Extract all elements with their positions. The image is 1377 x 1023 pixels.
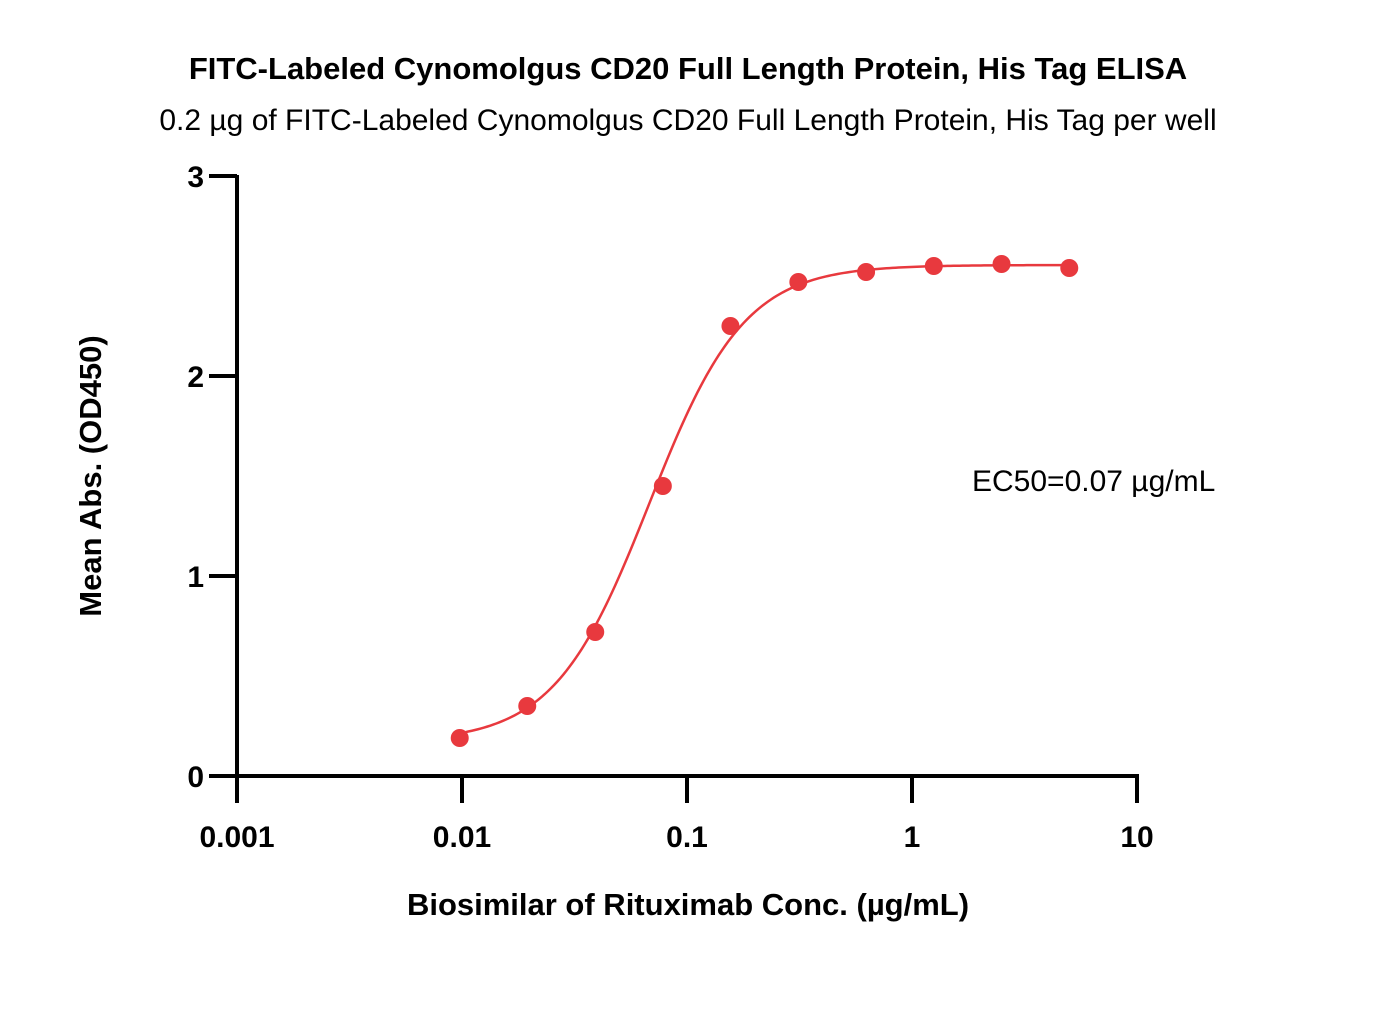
- data-point: [789, 273, 808, 291]
- data-point: [857, 263, 876, 281]
- data-point: [721, 317, 740, 335]
- chart-subtitle: 0.2 µg of FITC-Labeled Cynomolgus CD20 F…: [159, 104, 1216, 137]
- y-tick-label: 3: [187, 161, 204, 194]
- ec50-annotation: EC50=0.07 µg/mL: [972, 465, 1215, 498]
- data-point: [992, 255, 1011, 273]
- data-point: [924, 257, 943, 275]
- x-axis-ticks: 0.001 0.01 0.1 1 10: [199, 776, 1154, 854]
- x-tick-label: 0.1: [666, 821, 708, 854]
- y-axis-ticks: 0 1 2 3: [187, 161, 237, 794]
- y-tick-label: 1: [187, 561, 204, 594]
- x-tick-label: 0.001: [199, 821, 274, 854]
- fit-curve: [459, 263, 1070, 735]
- x-axis-label: Biosimilar of Rituximab Conc. (µg/mL): [407, 887, 969, 922]
- data-point: [653, 477, 672, 495]
- x-tick-label: 1: [904, 821, 921, 854]
- x-tick-label: 10: [1120, 821, 1153, 854]
- data-point: [518, 697, 537, 715]
- data-point: [586, 623, 605, 641]
- data-point: [450, 729, 469, 747]
- y-tick-label: 0: [187, 761, 204, 794]
- data-points: [450, 255, 1079, 747]
- y-axis-label: Mean Abs. (OD450): [73, 335, 108, 616]
- x-tick-label: 0.01: [433, 821, 491, 854]
- y-tick-label: 2: [187, 361, 204, 394]
- data-point: [1060, 259, 1079, 277]
- chart-title: FITC-Labeled Cynomolgus CD20 Full Length…: [189, 51, 1187, 86]
